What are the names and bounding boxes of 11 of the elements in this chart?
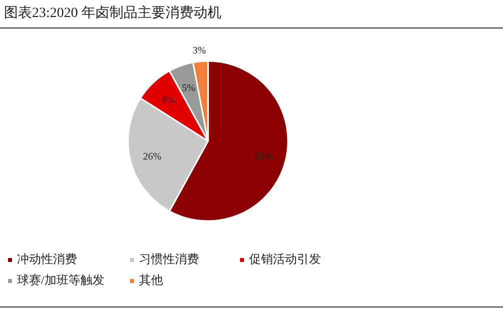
data-label: 5% bbox=[182, 82, 196, 94]
chart-title: 图表23:2020 年卤制品主要消费动机 bbox=[4, 5, 222, 21]
legend-label: 球赛/加班等触发 bbox=[17, 273, 104, 287]
legend-label: 冲动性消费 bbox=[17, 252, 77, 266]
legend-label: 促销活动引发 bbox=[249, 252, 321, 266]
data-label: 58% bbox=[254, 151, 273, 162]
legend-label: 习惯性消费 bbox=[139, 252, 199, 266]
data-label: 26% bbox=[143, 151, 162, 162]
legend-label: 其他 bbox=[139, 273, 163, 287]
data-label: 8% bbox=[162, 95, 176, 106]
data-label: 3% bbox=[192, 45, 206, 56]
